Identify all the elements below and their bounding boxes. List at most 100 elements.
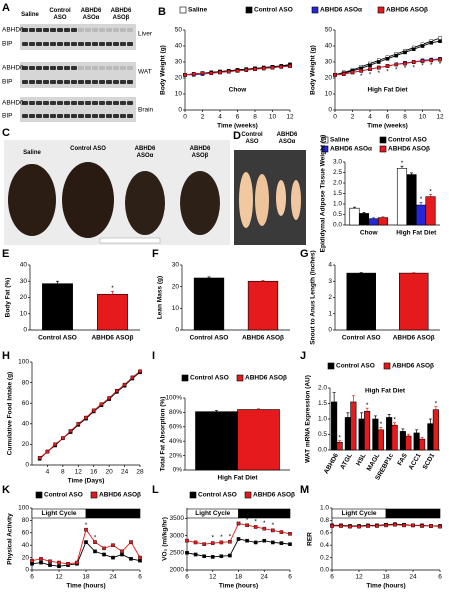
chart-title: High Fat Diet — [365, 388, 406, 395]
data-point — [102, 546, 106, 551]
mouse — [62, 162, 114, 238]
data-point — [210, 541, 215, 545]
data-point — [279, 541, 284, 545]
blot-band — [120, 80, 126, 84]
annotation: * — [421, 63, 424, 70]
data-point — [375, 524, 379, 528]
data-point — [359, 68, 364, 73]
legend-label: ABHD6 ASOβ — [388, 146, 430, 153]
panel-letter: B — [158, 6, 166, 18]
data-point — [138, 369, 142, 374]
blot-band — [127, 66, 133, 70]
y-tick-label: 20 — [22, 554, 30, 561]
x-tick-label: 12 — [55, 574, 63, 581]
y-tick-label: 80 — [22, 517, 30, 524]
legend-label: ABHD6 ASOβ — [245, 375, 287, 382]
x-tick-label: 18 — [235, 574, 243, 581]
bar — [396, 168, 408, 226]
data-point — [403, 61, 407, 66]
bar — [413, 432, 420, 451]
blot-band — [120, 101, 126, 105]
y-tick-label: 20 — [325, 75, 333, 82]
facet-title: Chow — [229, 87, 248, 94]
x-tick-label: 24 — [109, 574, 117, 581]
y-tick-label: 50 — [325, 27, 333, 34]
significance: * — [393, 416, 396, 423]
blot-row-label: ABHD6 — [2, 65, 24, 72]
y-tick-label: 30 — [175, 59, 183, 66]
data-point — [61, 436, 65, 441]
blot-band — [78, 42, 84, 46]
blot-band — [43, 28, 49, 32]
blot-background — [20, 97, 136, 122]
ruler — [99, 237, 161, 244]
y-tick-label: 2.0 — [318, 385, 327, 392]
data-point — [93, 540, 97, 544]
blot-band — [106, 101, 112, 105]
y-tick-label: 20% — [169, 452, 182, 459]
bar — [344, 417, 351, 451]
x-tick-label: 4 — [218, 114, 222, 121]
data-point — [193, 552, 198, 557]
data-point — [245, 523, 249, 528]
blot-band — [113, 80, 119, 84]
data-point — [130, 375, 135, 380]
significance: * — [401, 160, 404, 167]
annotation: * — [412, 64, 415, 71]
data-point — [219, 540, 224, 545]
data-point — [429, 41, 434, 45]
mouse — [180, 171, 220, 235]
x-axis-label: Time (weeks) — [367, 123, 408, 130]
bar — [406, 174, 417, 226]
blot-band — [71, 42, 77, 46]
data-point — [84, 540, 88, 544]
legend-label: Control ASO — [388, 137, 427, 144]
blot-band — [43, 101, 49, 105]
y-axis-label: Physical Activity — [7, 513, 14, 565]
blot-band — [29, 114, 35, 118]
legend-label: ABHD6 ASOα — [320, 7, 362, 14]
annotation: * — [85, 522, 88, 529]
blot-band — [106, 80, 112, 84]
blot-band — [85, 101, 91, 105]
data-point — [185, 538, 189, 543]
data-point — [438, 57, 442, 62]
blot-band — [36, 66, 42, 70]
y-tick-label: 3 — [328, 278, 332, 285]
mouse — [8, 164, 56, 236]
annotation: * — [263, 520, 266, 527]
data-point — [39, 560, 43, 565]
blot-band — [78, 114, 84, 118]
y-tick-label: 80% — [169, 409, 182, 416]
data-point — [48, 559, 52, 564]
bar — [419, 438, 426, 451]
legend-label: Saline — [188, 7, 208, 14]
blot-band — [50, 114, 56, 118]
fat-pad — [255, 174, 269, 226]
y-tick-label: 20 — [175, 75, 183, 82]
data-point — [368, 67, 372, 71]
data-point — [253, 540, 258, 545]
blot-band — [106, 66, 112, 70]
legend-swatch — [321, 145, 329, 153]
data-point — [271, 528, 275, 533]
data-point — [411, 60, 416, 64]
y-tick-label: 10 — [172, 305, 180, 312]
y-tick-label: 10 — [325, 91, 333, 98]
x-tick-label: 6 — [185, 574, 189, 581]
blot-band — [50, 101, 56, 105]
blot-band — [113, 101, 119, 105]
data-point — [75, 560, 79, 565]
blot-band — [64, 28, 70, 32]
x-tick-label: 2 — [351, 114, 355, 121]
annotation: * — [360, 73, 363, 80]
blot-row-label: BIP — [2, 79, 12, 86]
legend-swatch — [35, 491, 43, 499]
data-point — [262, 538, 267, 543]
annotation: * — [246, 517, 249, 524]
y-tick-label: 0.0 — [320, 567, 329, 574]
bar — [350, 401, 357, 451]
data-point — [183, 72, 187, 77]
bar — [358, 418, 365, 451]
x-tick-label: ATGL — [339, 452, 354, 470]
